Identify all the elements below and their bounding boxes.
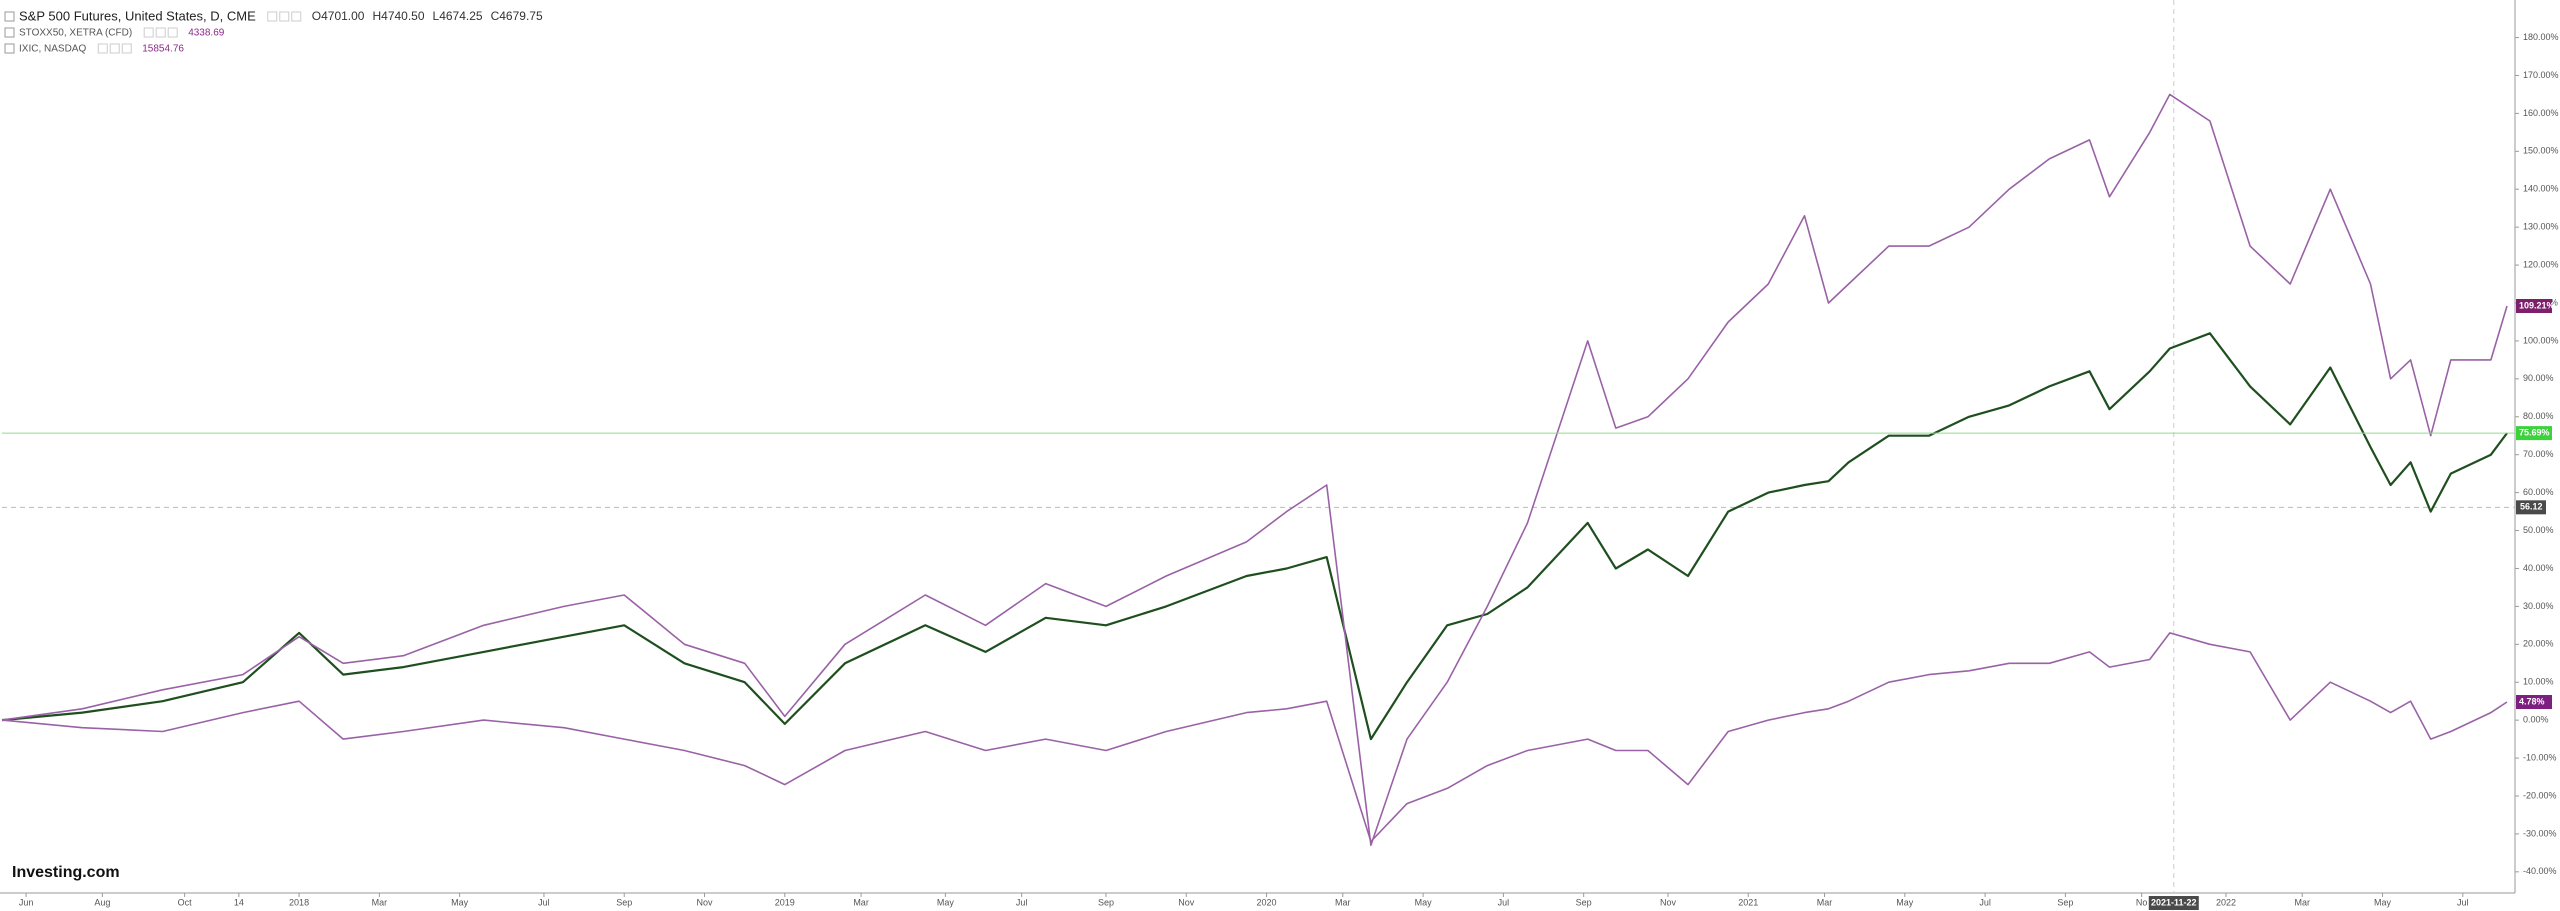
y-tick-label: -40.00% [2523,866,2557,876]
x-tick-label: 2020 [1257,897,1277,907]
y-tick-label: 90.00% [2523,373,2554,383]
legend-name: IXIC, NASDAQ [19,44,86,55]
legend-toggle [4,11,15,22]
legend-icon [97,43,108,54]
legend-icon [167,27,178,38]
end-label: 4.78% [2519,696,2545,706]
legend: S&P 500 Futures, United States, D, CME O4… [4,8,543,55]
legend-name: S&P 500 Futures, United States, D, CME [19,8,256,23]
x-tick-label: Mar [2294,897,2310,907]
y-tick-label: 120.00% [2523,259,2559,269]
x-tick-label: 14 [234,897,244,907]
x-tick-label: May [2374,897,2392,907]
x-tick-label: May [1415,897,1433,907]
x-tick-label: Sep [1098,897,1114,907]
crosshair-x-box [2148,896,2199,910]
x-tick-label: Mar [1335,897,1351,907]
y-tick-label: 70.00% [2523,449,2554,459]
y-tick-label: -30.00% [2523,828,2557,838]
x-tick-label: Jul [538,897,550,907]
y-tick-label: 30.00% [2523,601,2554,611]
y-tick-label: 40.00% [2523,563,2554,573]
x-tick-label: Mar [1817,897,1833,907]
x-tick-label: Jul [1016,897,1028,907]
series-line [1,93,2508,847]
legend-quote: L4674.25 [433,9,483,23]
x-tick-label: 2022 [2216,897,2236,907]
end-label: 109.21% [2519,300,2555,310]
x-tick-label: Jun [19,897,34,907]
legend-quote: 15854.76 [142,44,184,55]
y-tick-label: 10.00% [2523,677,2554,687]
end-label-box [2516,298,2552,313]
legend-icon [121,43,132,54]
y-tick-label: 50.00% [2523,525,2554,535]
x-tick-label: Aug [94,897,110,907]
legend-icon [279,11,290,22]
x-tick-label: 2019 [775,897,795,907]
crosshair-y-box [2516,500,2546,515]
end-label-box [2516,426,2552,441]
x-tick-label: Nov [1660,897,1677,907]
y-tick-label: 130.00% [2523,222,2559,232]
y-tick-label: 0.00% [2523,715,2549,725]
x-tick-label: Sep [616,897,632,907]
legend-toggle [4,27,15,38]
legend-quote: C4679.75 [491,9,543,23]
legend-quote: H4740.50 [372,9,424,23]
y-tick-label: 100.00% [2523,335,2559,345]
y-tick-label: -10.00% [2523,752,2557,762]
x-tick-label: Jul [1498,897,1510,907]
legend-quote: O4701.00 [312,9,365,23]
crosshair-y-label: 56.12 [2520,502,2543,512]
x-tick-label: 2021 [1738,897,1758,907]
x-tick-label: Mar [372,897,388,907]
y-tick-label: 20.00% [2523,639,2554,649]
x-tick-label: May [1896,897,1914,907]
x-tick-label: Mar [853,897,869,907]
x-tick-label: May [937,897,955,907]
y-tick-label: 170.00% [2523,70,2559,80]
x-tick-label: Nov [697,897,714,907]
x-tick-label: 2018 [289,897,309,907]
legend-icon [291,11,302,22]
legend-icon [109,43,120,54]
plot-area [1,0,2515,893]
x-tick-label: No [2136,897,2148,907]
crosshair-x-label: 2021-11-22 [2151,897,2197,907]
x-tick-label: Jul [1979,897,1991,907]
end-label-box [2516,695,2552,710]
x-tick-label: Sep [2057,897,2073,907]
x-tick-label: Nov [1178,897,1195,907]
x-tick-label: May [451,897,469,907]
y-tick-label: 140.00% [2523,184,2559,194]
y-tick-label: -20.00% [2523,790,2557,800]
legend-icon [267,11,278,22]
y-tick-label: 150.00% [2523,146,2559,156]
x-tick-label: Oct [178,897,193,907]
y-tick-label: 160.00% [2523,108,2559,118]
legend-name: STOXX50, XETRA (CFD) [19,28,132,39]
legend-icon [143,27,154,38]
series-line [1,632,2508,843]
y-tick-label: 60.00% [2523,487,2554,497]
legend-icon [155,27,166,38]
y-tick-label: 180.00% [2523,32,2559,42]
y-tick-label: 80.00% [2523,411,2554,421]
end-label: 75.69% [2519,427,2550,437]
logo: Investing.com [12,864,120,881]
series-line [1,332,2508,741]
x-tick-label: Jul [2457,897,2469,907]
x-tick-label: Sep [1576,897,1592,907]
legend-quote: 4338.69 [188,28,225,39]
legend-toggle [4,43,15,54]
